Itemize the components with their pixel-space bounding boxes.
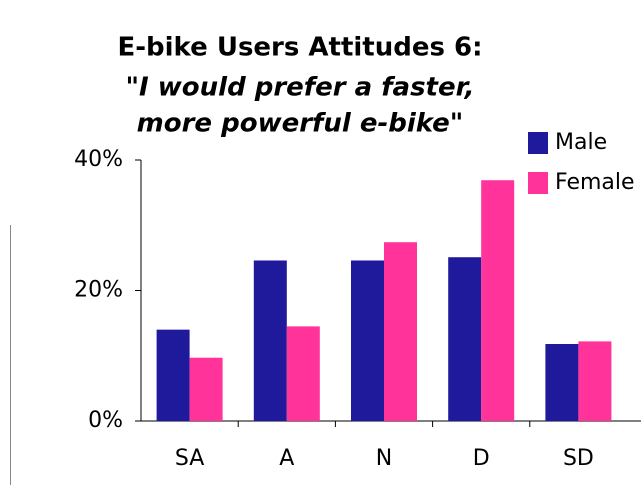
bar xyxy=(286,326,320,421)
x-tick-label: N xyxy=(376,446,392,471)
bar xyxy=(545,344,579,421)
y-tick-label: 40% xyxy=(74,147,123,172)
legend-label: Female xyxy=(555,170,635,195)
legend-swatch xyxy=(528,172,548,194)
y-tick-label: 20% xyxy=(74,278,123,303)
bar xyxy=(448,257,482,421)
y-tick-label: 0% xyxy=(88,408,123,433)
bar xyxy=(156,329,190,421)
legend-swatch xyxy=(528,132,548,154)
x-tick-label: SD xyxy=(563,446,594,471)
bar xyxy=(253,260,287,421)
bar xyxy=(481,180,515,421)
legend-label: Male xyxy=(555,130,607,155)
x-tick-label: A xyxy=(279,446,294,471)
bar xyxy=(578,341,612,421)
chart-subtitle: more powerful e-bike" xyxy=(137,109,464,139)
chart-subtitle: "I would prefer a faster, xyxy=(126,73,475,103)
bar xyxy=(384,242,417,421)
bar xyxy=(351,260,384,421)
x-tick-label: D xyxy=(473,446,490,471)
bar xyxy=(189,357,223,421)
x-tick-label: SA xyxy=(175,446,204,471)
chart-title: E-bike Users Attitudes 6: xyxy=(117,33,482,63)
